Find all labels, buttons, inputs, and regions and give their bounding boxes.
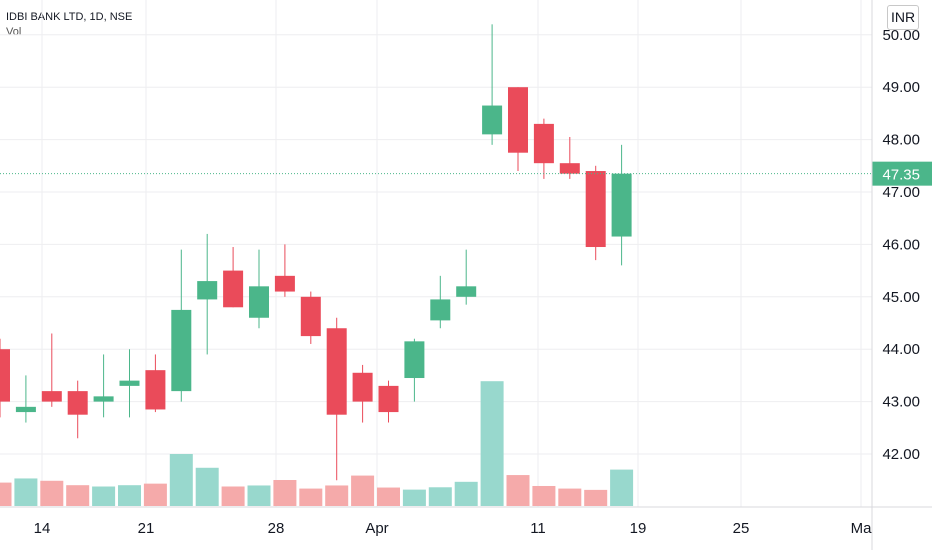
candle-body xyxy=(300,296,321,337)
volume-bar xyxy=(351,475,375,506)
candle-body xyxy=(430,299,451,321)
candle-body xyxy=(15,406,36,413)
candle-body xyxy=(223,270,244,308)
volume-bar xyxy=(195,467,219,506)
candle-body xyxy=(456,286,477,297)
candles xyxy=(0,24,632,481)
time-tick-label: 28 xyxy=(268,520,285,537)
currency-button[interactable]: INR xyxy=(887,5,919,30)
time-tick-label: 25 xyxy=(733,520,750,537)
grid-lines xyxy=(0,0,872,507)
last-price-label: 47.35 xyxy=(882,167,920,184)
volume-bar xyxy=(506,475,530,506)
candle-body xyxy=(404,341,425,379)
price-tick-label: 44.00 xyxy=(882,341,920,358)
last-price-marker: 47.35 xyxy=(0,161,932,186)
price-tick-label: 46.00 xyxy=(882,236,920,253)
volume-bar xyxy=(454,481,478,506)
time-tick-label: 14 xyxy=(34,520,51,537)
volume-bar xyxy=(247,485,271,506)
volume-bar xyxy=(299,488,323,506)
candle-body xyxy=(585,171,606,248)
price-tick-label: 48.00 xyxy=(882,132,920,149)
candle-body xyxy=(145,370,166,410)
volume-bar xyxy=(273,480,297,506)
price-tick-label: 43.00 xyxy=(882,394,920,411)
candle-body xyxy=(508,87,528,153)
volume-bar xyxy=(66,485,90,506)
candle-body xyxy=(326,328,347,415)
volume-bar xyxy=(325,485,349,506)
last-price-label-bg xyxy=(872,161,932,186)
time-tick-label: Ma xyxy=(851,520,872,537)
candle-body xyxy=(559,163,580,174)
volume-bar xyxy=(532,485,556,506)
candle-body xyxy=(93,396,114,402)
price-tick-label: 45.00 xyxy=(882,289,920,306)
volume-bar xyxy=(0,482,12,506)
price-tick-label: 50.00 xyxy=(882,27,920,44)
volume-bar xyxy=(402,489,426,506)
candle-body xyxy=(67,391,88,415)
time-tick-label: 11 xyxy=(530,520,546,537)
time-tick-label: Apr xyxy=(365,520,388,537)
price-axis: 42.00 43.00 44.00 45.00 46.00 47.00 48.00 49.00… xyxy=(871,0,920,550)
volume-bar xyxy=(118,485,141,506)
volume-bar xyxy=(221,486,245,506)
volume-bar xyxy=(143,483,167,506)
volume-bar xyxy=(480,381,504,506)
price-tick-label: 42.00 xyxy=(882,446,920,463)
candle-body xyxy=(533,123,554,164)
candle-body xyxy=(611,173,632,237)
price-tick-label: 47.00 xyxy=(882,184,920,201)
candle-body xyxy=(171,309,192,392)
candle-body xyxy=(482,105,503,135)
candle-body xyxy=(197,281,218,300)
time-tick-label: 21 xyxy=(138,520,155,537)
volume-bar xyxy=(169,454,193,506)
volume-bar xyxy=(377,487,400,506)
volume-bar xyxy=(610,469,634,506)
symbol-title: IDBI BANK LTD, 1D, NSE xyxy=(6,11,133,23)
price-tick-label: 49.00 xyxy=(882,79,920,96)
candle-body xyxy=(249,286,269,318)
volume-bar xyxy=(558,488,582,506)
volume-bar xyxy=(40,480,64,506)
volume-bar xyxy=(584,489,608,506)
candle-body xyxy=(0,349,10,402)
time-tick-label: 19 xyxy=(630,520,647,537)
candle-body xyxy=(378,385,399,413)
volume-bar xyxy=(428,487,452,506)
candle-body xyxy=(41,391,62,402)
volume-bar xyxy=(14,478,38,506)
candle-body xyxy=(274,275,295,292)
candle-body xyxy=(352,372,373,402)
volume-bars xyxy=(0,381,634,506)
candle-body xyxy=(119,380,140,386)
time-axis: 14 21 28 Apr 11 19 25 Ma xyxy=(0,506,932,537)
volume-bar xyxy=(92,486,116,506)
